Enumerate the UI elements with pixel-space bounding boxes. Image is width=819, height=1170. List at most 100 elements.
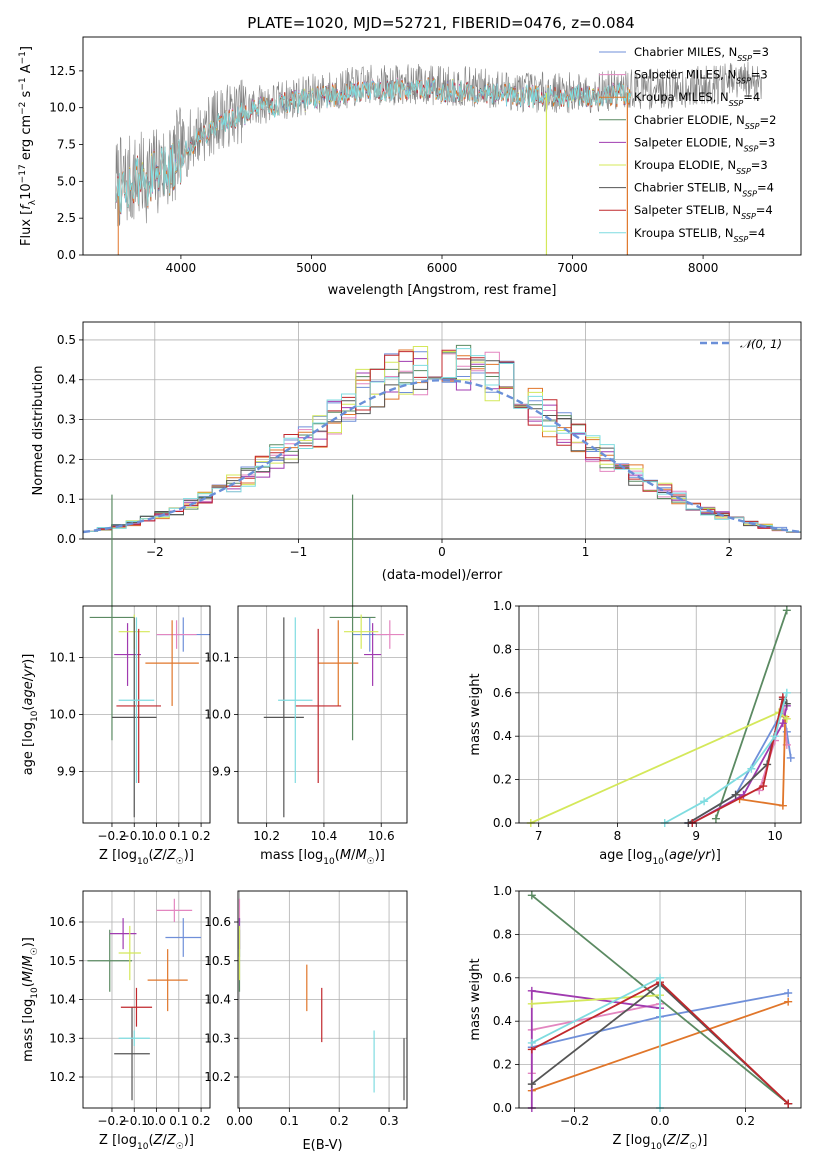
y-tick-label: 0.0 (57, 532, 76, 546)
legend-entry: Kroupa MILES, NSSP=4 (634, 90, 760, 108)
axes-residuals: −2 −1 0 1 2 0.0 0.1 0.2 0.3 0.4 0.5 (57, 322, 801, 559)
x-tick-label: −0.2 (97, 829, 126, 843)
y-tick-label: 10.5 (204, 954, 231, 968)
weight-marker (747, 764, 756, 773)
y-tick-label: 10.0 (204, 708, 231, 722)
weight-marker (527, 1080, 536, 1089)
model-spectrum-8 (115, 78, 632, 215)
y-tick-label: 10.1 (49, 650, 76, 664)
x-tick-label: 0.2 (192, 829, 211, 843)
x-tick-label: 8 (614, 829, 622, 843)
x-tick-label: 1 (582, 545, 590, 559)
x-tick-label: 0.3 (380, 1114, 399, 1128)
y-tick-label: 0.5 (57, 333, 76, 347)
x-tick-label: 0.0 (147, 1114, 166, 1128)
x-tick-label: 0.00 (226, 1114, 253, 1128)
legend-entry: Salpeter STELIB, NSSP=4 (634, 203, 773, 221)
y-tick-label: 0.2 (57, 452, 76, 466)
x-tick-label: 0.0 (147, 829, 166, 843)
spectrum-lines (115, 61, 762, 255)
spectrum-ylabel: Flux [fλ10−17 erg cm−2 s−1 A−1] (18, 46, 38, 246)
x-tick-label: 5000 (296, 261, 327, 275)
x-tick-label: −0.1 (120, 1114, 149, 1128)
histogram-7 (83, 349, 801, 533)
y-tick-label: 0.4 (493, 1014, 512, 1028)
histograms (83, 344, 801, 534)
x-tick-label: −2 (146, 545, 164, 559)
legend-entry: Chabrier ELODIE, NSSP=2 (634, 113, 776, 131)
residuals-ylabel: Normed distribution (31, 366, 46, 496)
x-tick-label: 0.0 (650, 1114, 669, 1128)
y-tick-label: 10.2 (49, 1070, 76, 1084)
x-tick-label: 9 (692, 829, 700, 843)
x-tick-label: 0.2 (330, 1114, 349, 1128)
y-tick-label: 10.6 (49, 915, 76, 929)
y-tick-label: 10.0 (49, 708, 76, 722)
x-tick-label: −1 (290, 545, 308, 559)
x-tick-label: 0.1 (280, 1114, 299, 1128)
massweight_vs_Z-ylabel: mass weight (468, 958, 483, 1040)
y-tick-label: 0.3 (57, 413, 76, 427)
x-tick-label: 10.2 (253, 829, 280, 843)
x-tick-label: 7 (535, 829, 543, 843)
x-tick-label: 4000 (166, 261, 197, 275)
axes-age_vs_mass: 10.2 10.4 10.6 9.9 10.0 10.1 (204, 606, 407, 843)
y-tick-label: 0.2 (493, 773, 512, 787)
axes-age_vs_Z: −0.2−0.10.0 0.1 0.2 9.9 10.0 10.1 (49, 606, 211, 843)
errorbars-mass_vs_ebv (238, 898, 405, 1101)
weight-marker (782, 714, 791, 723)
legend-entry: Salpeter MILES, NSSP=3 (634, 68, 768, 86)
legend-entry: Chabrier STELIB, NSSP=4 (634, 181, 774, 199)
mass_vs_Z-frame (82, 890, 211, 1109)
x-tick-label: 10 (767, 829, 782, 843)
y-tick-label: 0.4 (57, 373, 76, 387)
figure-title: PLATE=1020, MJD=52721, FIBERID=0476, z=0… (247, 14, 634, 32)
y-tick-label: 10.4 (204, 993, 231, 1007)
y-tick-label: 5.0 (57, 174, 76, 188)
axes-mass_vs_ebv: 0.00 0.1 0.2 0.3 10.2 10.3 10.4 10.5 10.6 (204, 891, 407, 1128)
y-tick-label: 0.8 (493, 927, 512, 941)
age_vs_Z-ylabel: age [log10(age/yr)] (21, 654, 40, 776)
mass_vs_ebv-xlabel: E(B-V) (302, 1138, 342, 1153)
legend-entry: Kroupa STELIB, NSSP=4 (634, 226, 765, 244)
y-tick-label: 0.0 (493, 816, 512, 830)
weight-marker (711, 814, 720, 823)
x-tick-label: 0.1 (169, 829, 188, 843)
legend-entry: Kroupa ELODIE, NSSP=3 (634, 158, 768, 176)
weight-marker (784, 997, 793, 1006)
y-tick-label: 10.3 (49, 1031, 76, 1045)
y-tick-label: 10.4 (49, 993, 76, 1007)
weight-line-4 (691, 705, 788, 824)
mass_vs_Z-xlabel: Z [log10(Z/Z☉)] (99, 1133, 194, 1152)
massweight_vs_age-xlabel: age [log10(age/yr)] (599, 848, 721, 867)
y-tick-label: 0.6 (493, 971, 512, 985)
residuals-frame (82, 321, 802, 540)
massweight_vs_age-frame (518, 605, 802, 824)
axes-spectrum: 4000 5000 6000 7000 8000 0.0 2.5 5.0 7.5 10.0 12.5 (49, 64, 718, 275)
x-tick-label: 0.2 (736, 1114, 755, 1128)
weight-lines-massweight_vs_Z (527, 891, 793, 1112)
y-tick-label: 10.5 (49, 954, 76, 968)
weight-marker (784, 988, 793, 997)
age_vs_Z-xlabel: Z [log10(Z/Z☉)] (99, 848, 194, 867)
residuals-xlabel: (data-model)/error (382, 568, 503, 583)
x-tick-label: −0.2 (560, 1114, 589, 1128)
weight-marker (700, 797, 709, 806)
weight-line-5 (531, 994, 661, 1005)
axes-massweight_vs_age: 7 8 9 10 0.0 0.2 0.4 0.6 0.8 1.0 (493, 599, 801, 843)
spectrum-xlabel: wavelength [Angstrom, rest frame] (328, 283, 557, 298)
massweight_vs_Z-frame (518, 890, 802, 1109)
y-tick-label: 9.9 (212, 765, 231, 779)
errorbars-age_vs_Z (89, 494, 210, 818)
y-tick-label: 10.2 (204, 1070, 231, 1084)
x-tick-label: 8000 (688, 261, 719, 275)
x-tick-label: −0.2 (97, 1114, 126, 1128)
x-tick-label: 0.1 (169, 1114, 188, 1128)
weight-marker (759, 782, 768, 791)
normal-curve-legend: 𝒩(0, 1) (740, 337, 782, 351)
x-tick-label: 0 (438, 545, 446, 559)
weight-marker (786, 753, 795, 762)
weight-marker (771, 732, 780, 741)
y-tick-label: 0.0 (493, 1101, 512, 1115)
